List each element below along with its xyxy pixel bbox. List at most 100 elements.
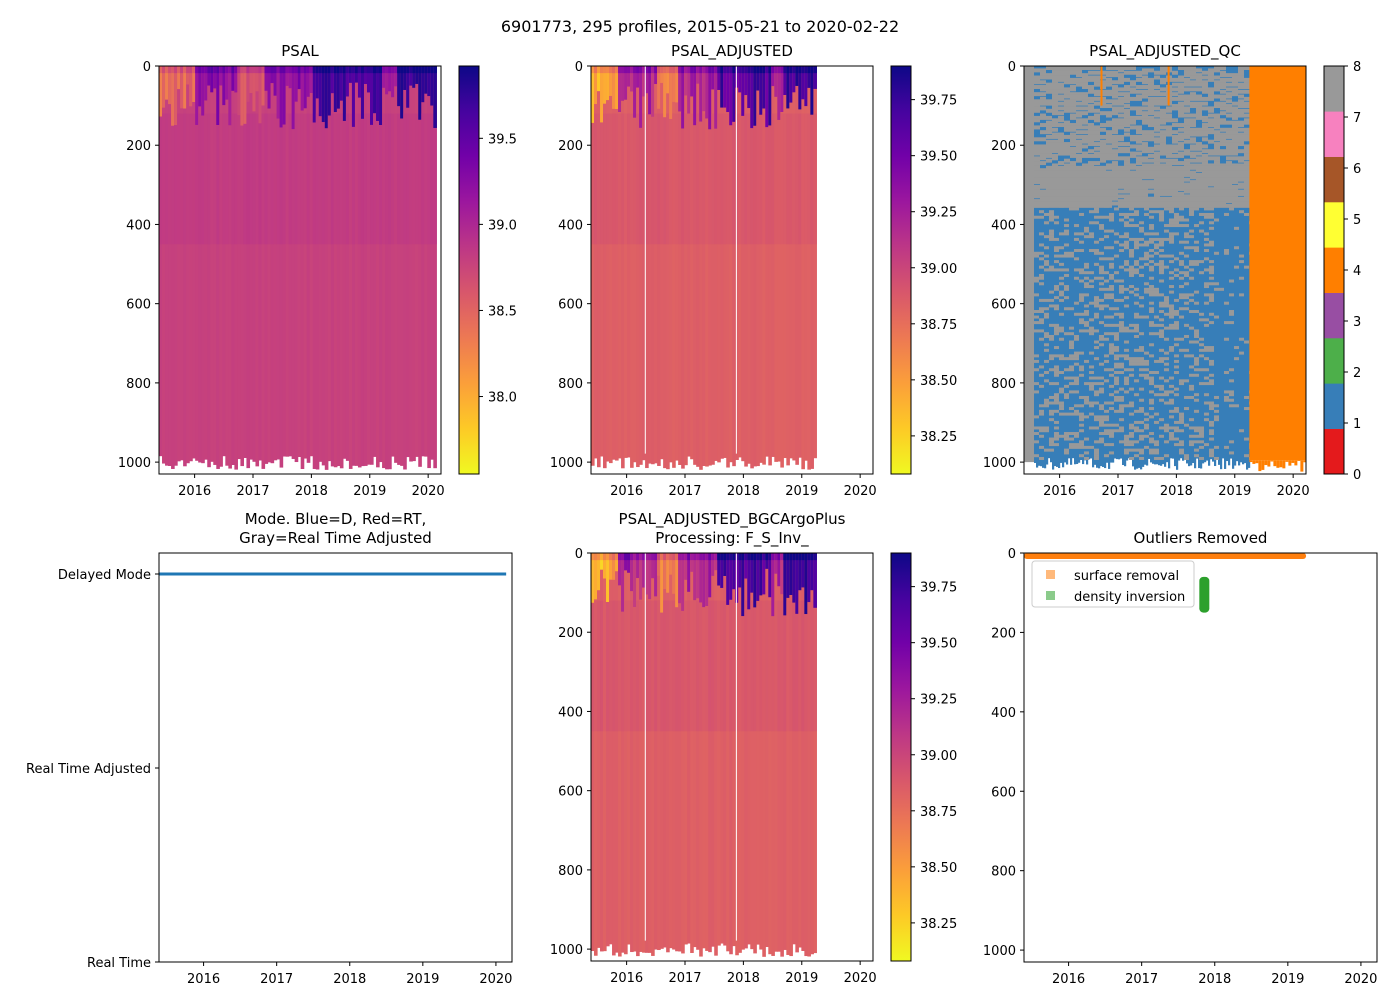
psal-cell: [336, 113, 341, 245]
bgc-plus-cell: [618, 553, 622, 561]
psal-cell: [339, 66, 344, 101]
psal-adjusted-qc-cell: [1144, 251, 1149, 255]
psal-adjusted-cell: [732, 66, 736, 122]
psal-adjusted-qc-cell: [1160, 111, 1166, 116]
psal-adjusted-qc-cell: [1082, 77, 1088, 82]
psal-adjusted-qc-cell: [1089, 271, 1094, 275]
psal-adjusted-qc-cell: [1094, 296, 1099, 300]
psal-adjusted-qc-cell: [1249, 66, 1306, 461]
psal-adjusted-qc-cell: [1130, 175, 1136, 180]
psal-adjusted-qc-cell: [1034, 454, 1039, 458]
psal-cell: [249, 66, 254, 74]
psal-adjusted-qc-cell: [1184, 68, 1190, 73]
psal-adjusted-qc-cell: [1244, 66, 1250, 70]
psal-adjusted-qc-cell: [1204, 348, 1209, 352]
psal-adjusted-qc-cell: [1169, 390, 1174, 394]
psal-adjusted-qc-cell: [1094, 426, 1099, 430]
psal-adjusted-qc-cell: [1142, 158, 1148, 163]
psal-adjusted-qc-cell: [1100, 82, 1106, 87]
psal-adjusted-qc-cell: [1142, 113, 1148, 118]
psal-adjusted-qc-cell: [1232, 175, 1238, 180]
psal-adjusted-cell: [609, 66, 613, 74]
psal-adjusted-qc-cell: [1139, 332, 1144, 336]
psal-adjusted-qc-cell: [1046, 75, 1052, 80]
bgc-plus-cell: [726, 553, 730, 605]
psal-adjusted-qc-cell: [1052, 144, 1058, 149]
bgc-plus-cell: [753, 553, 757, 954]
psal-adjusted-qc-cell: [1130, 172, 1136, 177]
psal-adjusted-qc-cell: [1214, 445, 1219, 449]
psal-adjusted-qc-cell: [1196, 191, 1202, 196]
psal-adjusted-qc-cell: [1149, 265, 1154, 269]
psal-adjusted-qc-cell: [1046, 73, 1052, 78]
psal-adjusted-qc-cell: [1074, 432, 1079, 436]
psal-adjusted-qc-cell: [1220, 104, 1226, 109]
psal-adjusted-qc-cell: [1076, 66, 1082, 70]
psal-adjusted-qc-cell: [1238, 68, 1244, 73]
psal-adjusted-qc-cell: [1114, 398, 1119, 402]
psal-adjusted-qc-cell: [1160, 113, 1166, 118]
bgc-plus-cell: [648, 600, 652, 732]
psal-adjusted-qc-cell: [1044, 262, 1049, 266]
psal-adjusted-qc-cell: [1244, 180, 1250, 185]
psal-adjusted-qc-cell: [1142, 118, 1148, 123]
psal-adjusted-qc-cell: [1154, 127, 1160, 132]
psal-adjusted-qc-cell: [1149, 432, 1154, 436]
psal-adjusted-qc-cell: [1178, 96, 1184, 101]
psal-adjusted-qc-cell: [1064, 434, 1069, 438]
psal-adjusted-qc-cell: [1202, 101, 1208, 106]
psal-adjusted-qc-cell: [1040, 96, 1046, 101]
psal-adjusted-qc-cell: [1099, 224, 1104, 228]
psal-adjusted-qc-cell: [1076, 165, 1082, 170]
psal-adjusted-qc-cell: [1209, 346, 1214, 350]
psal-adjusted-qc-cell: [1172, 199, 1178, 204]
psal-adjusted-qc-cell: [1209, 260, 1214, 264]
psal-cell: [370, 66, 374, 465]
psal-adjusted-qc-cell: [1159, 249, 1164, 253]
figure-suptitle: 6901773, 295 profiles, 2015-05-21 to 202…: [501, 17, 899, 36]
psal-adjusted-qc-cell: [1184, 199, 1190, 204]
psal-adjusted-qc-cell: [1109, 296, 1114, 300]
psal-adjusted-qc-cell: [1039, 232, 1044, 236]
psal-adjusted-qc-cell: [1064, 163, 1070, 168]
psal-adjusted-qc-cell: [1082, 177, 1088, 182]
psal-adjusted-qc-cell: [1174, 298, 1179, 302]
psal-adjusted-qc-cell: [1199, 343, 1204, 347]
psal-adjusted-qc-cell: [1094, 315, 1099, 319]
psal-adjusted-qc-cell: [1229, 398, 1234, 402]
psal-adjusted-qc-cell: [1149, 398, 1154, 402]
psal-adjusted-cell: [708, 66, 712, 466]
psal-adjusted-qc-cell: [1244, 113, 1250, 118]
psal-adjusted-qc-cell: [1159, 268, 1164, 272]
psal-adjusted-qc-cell: [1184, 161, 1190, 166]
psal-adjusted-qc-cell: [1114, 334, 1119, 338]
psal-adjusted-qc-cell: [1178, 199, 1184, 204]
psal-adjusted-qc-cell: [1229, 451, 1234, 455]
psal-adjusted-qc-cell: [1130, 120, 1136, 125]
psal-adjusted-qc-cell: [1232, 177, 1238, 182]
psal-adjusted-qc-cell: [1099, 440, 1104, 444]
psal-cell: [240, 66, 245, 467]
psal-cell: [180, 66, 184, 461]
psal-adjusted-cell: [756, 66, 760, 74]
psal-adjusted-qc-cell: [1261, 460, 1265, 470]
psal-adjusted-qc-cell: [1034, 201, 1040, 206]
psal-adjusted-qc-cell: [1094, 182, 1100, 187]
psal-cell: [228, 66, 232, 469]
psal-adjusted-qc-cell: [1178, 165, 1184, 170]
psal-adjusted-qc-cell: [1069, 332, 1074, 336]
psal-adjusted-qc-cell: [1172, 201, 1178, 206]
psal-adjusted-qc-cell: [1058, 66, 1064, 70]
psal-cell: [165, 113, 169, 245]
psal-adjusted-qc-cell: [1159, 329, 1164, 333]
bgc-plus-cell: [729, 553, 733, 561]
psal-adjusted-qc-cell: [1139, 407, 1144, 411]
psal-xtick-label: 2020: [412, 484, 445, 499]
psal-adjusted-qc-cell: [1094, 101, 1100, 106]
psal-adjusted-qc-cell: [1154, 191, 1160, 196]
psal-adjusted-qc-cell: [1159, 240, 1164, 244]
psal-adjusted-cell: [669, 113, 673, 245]
psal-adjusted-qc-cell: [1208, 180, 1214, 185]
psal-adjusted-qc-cell: [1179, 448, 1184, 452]
psal-adjusted-qc-cell: [1119, 398, 1124, 402]
